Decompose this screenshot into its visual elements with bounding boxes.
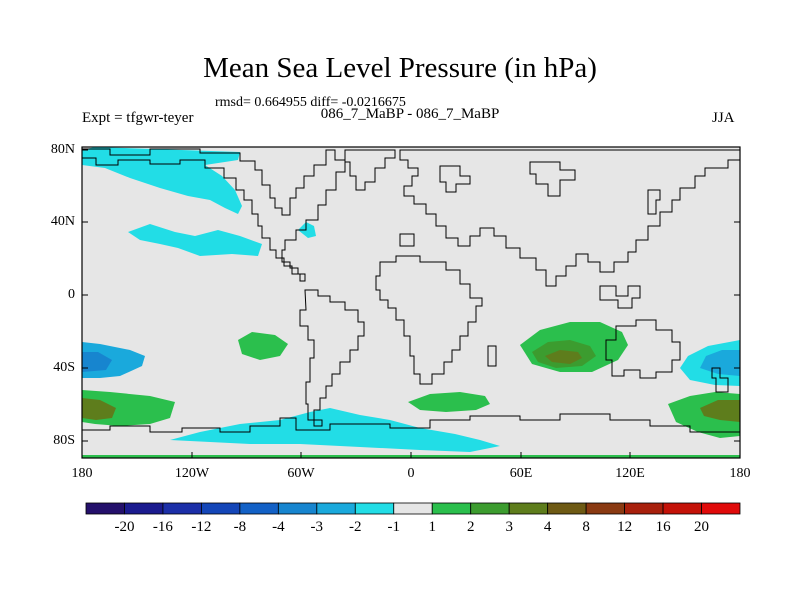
colorbar-label: -8	[233, 519, 247, 535]
colorbar-label: -2	[349, 519, 362, 535]
anomaly-green-south-pacific	[238, 332, 288, 360]
anomaly-blue-core-east	[700, 350, 740, 376]
axis-ticks	[81, 147, 741, 458]
chart-title: Mean Sea Level Pressure (in hPa)	[203, 52, 597, 84]
colorbar-swatch	[162, 502, 202, 515]
coastline-japan	[647, 189, 661, 215]
anomaly-blue-core-west	[82, 352, 112, 372]
colorbar-swatch	[547, 502, 587, 515]
colorbar-label: -12	[191, 519, 212, 535]
coastline-madagascar	[487, 345, 497, 367]
anomaly-green-south-atlantic	[408, 392, 490, 412]
season-label: JJA	[712, 110, 735, 126]
coastline-south-america	[299, 289, 365, 427]
colorbar-swatch	[393, 502, 433, 515]
colorbar-label: 8	[582, 519, 590, 535]
colorbar-label: 20	[694, 519, 709, 535]
coastline-europe-inner	[439, 165, 471, 193]
colorbar-swatch	[470, 502, 510, 515]
coastline-se-asia	[599, 285, 641, 309]
xtick-label: 120E	[615, 466, 645, 481]
colorbar-label: 3	[505, 519, 513, 535]
ytick-label: 40N	[50, 214, 75, 229]
colorbar-swatch	[201, 502, 241, 515]
colorbar-swatch	[354, 502, 395, 515]
anomaly-olive-southern-west	[82, 398, 116, 420]
xtick-label: 60W	[287, 466, 315, 481]
colorbar-swatch	[85, 502, 125, 515]
experiment-label: Expt = tfgwr-teyer	[82, 110, 194, 126]
anomaly-fields	[82, 147, 740, 458]
coastlines	[82, 148, 741, 433]
difference-label: 086_7_MaBP - 086_7_MaBP	[320, 106, 500, 122]
colorbar-swatch	[662, 502, 702, 515]
colorbar-label: 2	[466, 519, 475, 535]
ytick-label: 40S	[53, 360, 75, 375]
ytick-label: 0	[68, 287, 75, 302]
xtick-label: 180	[729, 466, 751, 481]
colorbar-label: -4	[272, 519, 285, 535]
xtick-label: 180	[71, 466, 93, 481]
xtick-label: 120W	[174, 466, 210, 481]
colorbar-swatch	[585, 502, 625, 515]
coastline-north-america	[82, 148, 346, 282]
colorbar-label: -3	[310, 519, 324, 535]
coastline-australia	[605, 319, 681, 379]
colorbar-swatch	[239, 502, 279, 515]
colorbar-label: -16	[152, 519, 173, 535]
ytick-label: 80S	[53, 433, 75, 448]
colorbar-swatch	[624, 502, 664, 515]
ytick-label: 80N	[50, 142, 75, 157]
colorbar-label: -20	[114, 519, 135, 535]
anomaly-cyan-antarctic	[170, 408, 500, 452]
colorbar-label: 4	[543, 519, 552, 535]
anomaly-cyan-north-atlantic	[82, 147, 242, 214]
coastline-antarctica	[82, 413, 740, 433]
coastline-eurasia	[399, 149, 741, 287]
xtick-label: 60E	[509, 466, 533, 481]
colorbar-swatch	[124, 502, 164, 515]
colorbar-swatch	[431, 502, 472, 515]
coastline-greenland	[344, 149, 396, 191]
colorbar-label: -1	[387, 519, 401, 535]
colorbar-label: 16	[655, 519, 671, 535]
coastline-africa	[375, 255, 483, 385]
colorbar-swatch	[277, 502, 318, 515]
coastline-asia-inner	[529, 161, 576, 197]
colorbar	[85, 502, 741, 515]
anomaly-olive-indian-core	[545, 350, 582, 364]
colorbar-swatch	[508, 502, 549, 515]
coastline-mediterranean	[399, 233, 415, 247]
map-background	[82, 147, 740, 458]
colorbar-swatch	[701, 502, 741, 515]
stats-text: rmsd= 0.664955 diff= -0.0216675	[215, 95, 406, 110]
colorbar-label: 12	[617, 519, 633, 535]
anomaly-olive-southern-east	[700, 400, 740, 422]
coastline-new-zealand	[711, 367, 729, 393]
anomaly-cyan-north-atlantic-2	[128, 224, 262, 256]
anomaly-cyan-europe	[298, 222, 316, 238]
colorbar-swatch	[316, 502, 356, 515]
colorbar-label: 1	[428, 519, 436, 535]
xtick-label: 0	[407, 466, 415, 481]
